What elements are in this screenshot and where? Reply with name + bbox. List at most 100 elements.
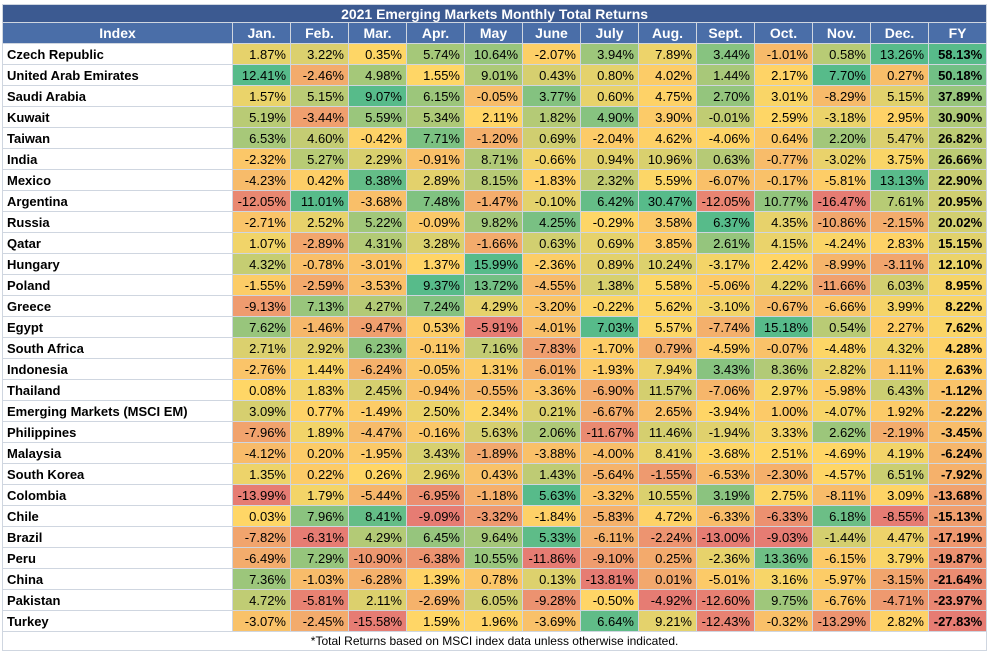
index-name: Thailand [2,379,233,401]
return-cell: -0.05% [464,85,523,107]
return-cell: 3.99% [870,295,929,317]
index-name: Emerging Markets (MSCI EM) [2,400,233,422]
index-name: Greece [2,295,233,317]
return-cell: 26.66% [927,148,988,170]
data-row: Czech Republic 1.87% 3.22% 0.35% 5.74% 10.64%… [2,43,988,65]
return-cell: 58.13% [927,43,988,65]
return-cell: -4.23% [232,169,291,191]
return-cell: -1.46% [290,316,349,338]
return-cell: 8.38% [348,169,407,191]
return-cell: 1.11% [870,358,929,380]
column-header: Index [2,22,233,44]
index-name: Mexico [2,169,233,191]
return-cell: -3.53% [348,274,407,296]
column-header: Aug. [638,22,697,44]
return-cell: -6.07% [696,169,755,191]
return-cell: 50.18% [927,64,988,86]
return-cell: 2.34% [464,400,523,422]
return-cell: 3.85% [638,232,697,254]
return-cell: 1.35% [232,463,291,485]
return-cell: 2.62% [812,421,871,443]
return-cell: 13.26% [870,43,929,65]
column-header: July [580,22,639,44]
return-cell: -0.11% [406,337,465,359]
return-cell: 4.98% [348,64,407,86]
return-cell: -1.03% [290,568,349,590]
return-cell: 2.11% [348,589,407,611]
column-header: Oct. [754,22,813,44]
return-cell: 11.01% [290,190,349,212]
return-cell: -2.69% [406,589,465,611]
index-name: Argentina [2,190,233,212]
return-cell: 4.72% [638,505,697,527]
return-cell: 3.90% [638,106,697,128]
return-cell: -5.81% [290,589,349,611]
return-cell: -21.64% [927,568,988,590]
return-cell: 2.32% [580,169,639,191]
return-cell: -0.50% [580,589,639,611]
return-cell: 3.43% [406,442,465,464]
return-cell: 0.26% [348,463,407,485]
return-cell: 2.50% [406,400,465,422]
return-cell: 4.75% [638,85,697,107]
return-cell: -11.66% [812,274,871,296]
index-name: Poland [2,274,233,296]
return-cell: 6.42% [580,190,639,212]
return-cell: 2.11% [464,106,523,128]
return-cell: 2.45% [348,379,407,401]
column-header: Mar. [348,22,407,44]
data-row: Hungary 4.32% -0.78% -3.01% 1.37% 15.99% -2.36… [2,253,988,275]
return-cell: -0.67% [754,295,813,317]
return-cell: 10.96% [638,148,697,170]
header-row: Index Jan. Feb. Mar. Apr. May June July Aug. Sept… [2,22,988,44]
return-cell: 5.34% [406,106,465,128]
return-cell: 7.89% [638,43,697,65]
index-name: Russia [2,211,233,233]
return-cell: 0.01% [638,568,697,590]
index-name: Colombia [2,484,233,506]
return-cell: 15.18% [754,316,813,338]
return-cell: -1.44% [812,526,871,548]
return-cell: 4.25% [522,211,581,233]
return-cell: 0.20% [290,442,349,464]
return-cell: 9.01% [464,64,523,86]
return-cell: 7.71% [406,127,465,149]
return-cell: 7.62% [232,316,291,338]
column-header: Feb. [290,22,349,44]
return-cell: -1.83% [522,169,581,191]
index-name: Brazil [2,526,233,548]
data-row: Indonesia -2.76% 1.44% -6.24% -0.05% 1.31% -6.… [2,358,988,380]
return-cell: 7.03% [580,316,639,338]
return-cell: 5.59% [348,106,407,128]
return-cell: 4.32% [870,337,929,359]
return-cell: -7.92% [927,463,988,485]
return-cell: -0.17% [754,169,813,191]
return-cell: 3.79% [870,547,929,569]
return-cell: 0.35% [348,43,407,65]
return-cell: -0.29% [580,211,639,233]
return-cell: -3.15% [870,568,929,590]
return-cell: -1.20% [464,127,523,149]
return-cell: -2.45% [290,610,349,632]
return-cell: 0.63% [522,232,581,254]
footnote: *Total Returns based on MSCI index data … [1,631,988,651]
return-cell: -0.05% [406,358,465,380]
return-cell: 9.82% [464,211,523,233]
return-cell: 10.24% [638,253,697,275]
return-cell: -0.78% [290,253,349,275]
return-cell: -1.18% [464,484,523,506]
return-cell: 12.41% [232,64,291,86]
return-cell: -1.70% [580,337,639,359]
return-cell: 1.96% [464,610,523,632]
return-cell: 0.08% [232,379,291,401]
return-cell: -6.24% [348,358,407,380]
return-cell: 2.75% [754,484,813,506]
return-cell: -2.46% [290,64,349,86]
return-cell: 4.35% [754,211,813,233]
return-cell: -2.76% [232,358,291,380]
return-cell: -1.66% [464,232,523,254]
column-header: Sept. [696,22,755,44]
return-cell: 6.64% [580,610,639,632]
return-cell: 2.97% [754,379,813,401]
return-cell: 3.58% [638,211,697,233]
